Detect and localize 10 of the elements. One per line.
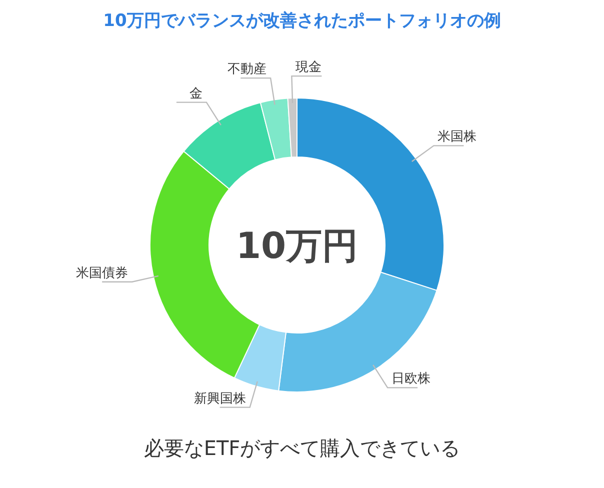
slice-label: 現金 [296,60,322,76]
slice-label: 米国債券 [76,266,128,281]
slice-label: 日欧株 [392,372,431,387]
text: 必要なETFがすべて購入できている [144,436,460,460]
chart-title: 10万円でバランスが改善されたポートフォリオの例 [103,10,501,31]
slice-label: 不動産 [228,61,267,78]
slice-label: 金 [189,86,202,102]
slice-label: 新興国株 [194,391,246,406]
slice-label: 米国株 [438,130,477,145]
text: 10万円 [236,226,358,267]
